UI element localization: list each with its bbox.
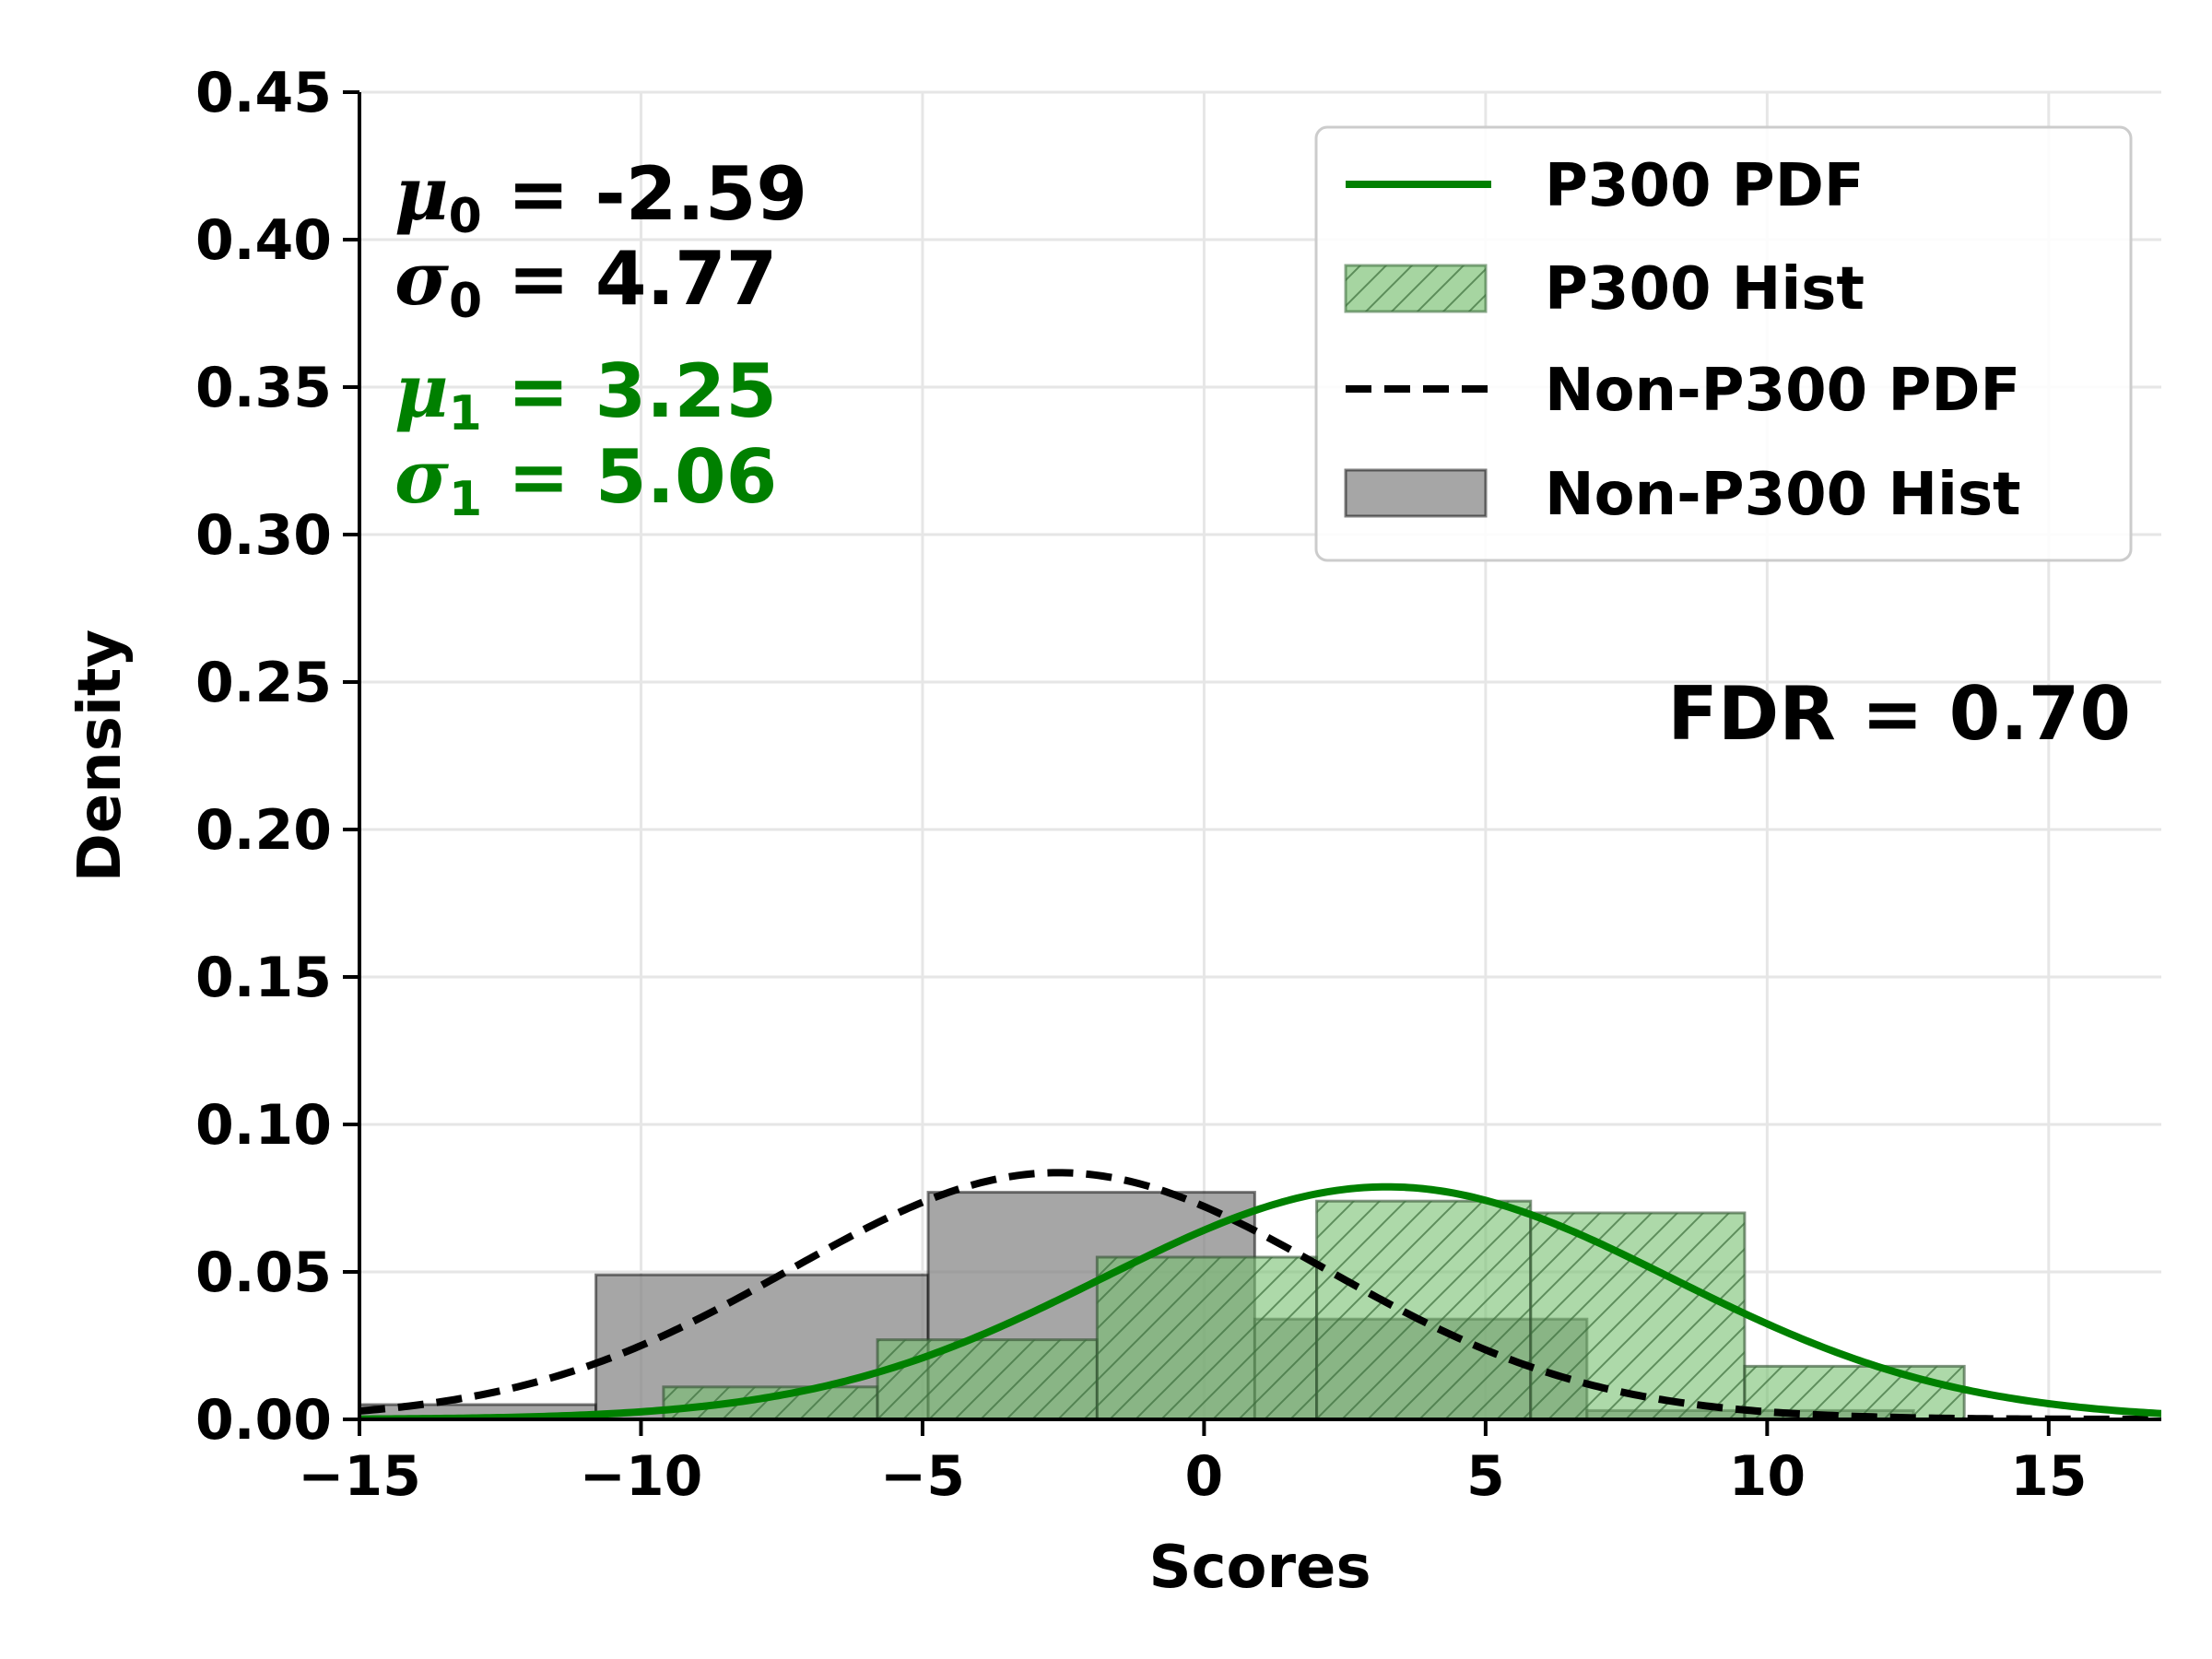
x-tick-label: 0 [1185,1444,1224,1509]
x-tick-label: 15 [2010,1444,2088,1509]
y-axis-label: Density [66,629,135,882]
y-tick-label: 0.00 [195,1388,332,1453]
x-tick-label: 5 [1466,1444,1505,1509]
y-tick-label: 0.25 [195,651,332,715]
legend-label-non-p300-hist: Non-P300 Hist [1545,461,2021,529]
sigma0-annotation: σ0 = 4.77 [394,235,777,329]
tick-marks: −15 −10 −5 0 5 10 15 0.00 0.05 0.10 0.15 0.20 0.25 0.… [195,61,2088,1509]
p300-hist-bar-hatch [1530,1213,1745,1419]
y-tick-label: 0.20 [195,798,332,863]
y-tick-label: 0.40 [195,208,332,273]
y-tick-label: 0.15 [195,946,332,1010]
non-p300-pdf-curve [359,1169,2161,1419]
legend: P300 PDF P300 Hist Non-P300 PDF Non-P300… [1314,125,2133,562]
pdf-curves [359,1169,2161,1419]
x-axis-label: Scores [1148,1534,1371,1602]
y-tick-label: 0.35 [195,356,332,420]
x-tick-label: −5 [880,1444,965,1509]
y-tick-label: 0.30 [195,503,332,568]
axes [358,92,2161,1421]
legend-label-p300-hist: P300 Hist [1545,255,1865,324]
p300-hist-bar-hatch [1097,1257,1317,1419]
y-tick-label: 0.10 [195,1093,332,1158]
p300-hist-bar-hatch [663,1386,878,1419]
p300-hist-bar-hatch [877,1339,1098,1419]
legend-swatch-p300-hist-hatch [1346,265,1486,312]
mu1-annotation: μ1 = 3.25 [394,347,777,441]
mu0-annotation: μ0 = -2.59 [394,150,807,244]
p300-pdf-curve [359,1182,2161,1419]
legend-frame [1314,125,2133,562]
statistics-annotations: μ0 = -2.59 σ0 = 4.77 μ1 = 3.25 σ1 = 5.06… [394,150,2131,757]
x-tick-label: 10 [1729,1444,1806,1509]
legend-label-non-p300-pdf: Non-P300 PDF [1545,357,2020,425]
x-tick-label: −15 [298,1444,421,1509]
sigma1-annotation: σ1 = 5.06 [394,433,777,527]
p300-hist-bar-hatch [1316,1201,1531,1419]
y-tick-label: 0.05 [195,1241,332,1305]
fdr-annotation: FDR = 0.70 [1667,671,2131,757]
legend-label-p300-pdf: P300 PDF [1545,152,1865,220]
legend-swatch-non-p300-hist [1344,468,1488,518]
x-tick-label: −10 [580,1444,703,1509]
y-tick-label: 0.45 [195,61,332,125]
